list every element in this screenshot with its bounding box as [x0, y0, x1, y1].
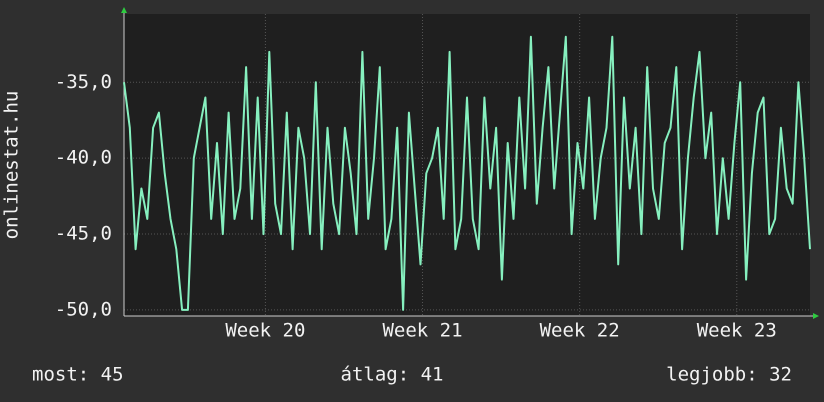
x-arrow — [813, 313, 819, 319]
plot-area — [124, 14, 810, 316]
footer-current: most: 45 — [32, 364, 124, 386]
x-tick-label: Week 20 — [225, 320, 305, 342]
x-tick-label: Week 22 — [540, 320, 620, 342]
x-tick-label: Week 21 — [382, 320, 462, 342]
footer-average: átlag: 41 — [341, 364, 444, 386]
x-tick-label: Week 23 — [697, 320, 777, 342]
y-tick-label: -50,0 — [55, 298, 112, 320]
y-axis-label: onlinestat.hu — [1, 91, 23, 240]
y-tick-label: -35,0 — [55, 71, 112, 93]
y-tick-label: -45,0 — [55, 223, 112, 245]
y-arrow — [121, 7, 127, 13]
y-tick-label: -40,0 — [55, 147, 112, 169]
series-line — [123, 35, 811, 311]
footer-best: legjobb: 32 — [666, 364, 792, 386]
